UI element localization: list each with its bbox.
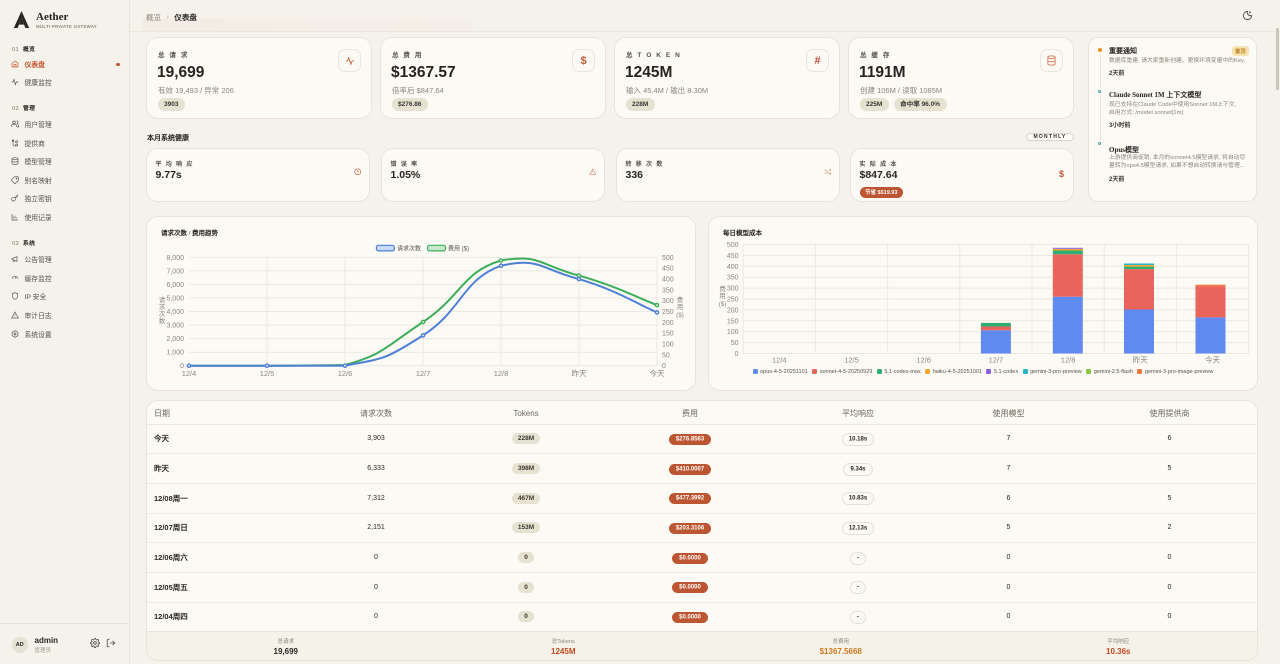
svg-text:4,000: 4,000 <box>166 309 184 316</box>
svg-text:100: 100 <box>727 329 739 336</box>
svg-text:请求次数: 请求次数 <box>397 245 421 253</box>
svg-text:7,000: 7,000 <box>166 268 184 275</box>
svg-text:1,000: 1,000 <box>166 350 184 357</box>
svg-text:300: 300 <box>727 286 739 293</box>
svg-text:150: 150 <box>727 318 739 325</box>
svg-text:100: 100 <box>662 342 674 349</box>
svg-text:12/5: 12/5 <box>844 355 859 364</box>
svg-text:费: 费 <box>677 295 683 304</box>
svg-text:用: 用 <box>677 303 683 311</box>
svg-text:250: 250 <box>727 297 739 304</box>
svg-text:8,000: 8,000 <box>166 255 184 262</box>
svg-text:5,000: 5,000 <box>166 296 184 303</box>
svg-text:($): ($) <box>676 312 684 319</box>
svg-text:0: 0 <box>662 363 666 370</box>
svg-text:今天: 今天 <box>1205 354 1221 364</box>
svg-text:0: 0 <box>735 351 739 358</box>
svg-text:350: 350 <box>727 275 739 282</box>
svg-text:200: 200 <box>662 320 674 327</box>
svg-text:450: 450 <box>727 253 739 260</box>
svg-text:6,000: 6,000 <box>166 282 184 289</box>
svg-text:400: 400 <box>727 264 739 271</box>
svg-text:0: 0 <box>180 363 184 370</box>
svg-text:350: 350 <box>662 287 674 294</box>
svg-text:今天: 今天 <box>650 368 665 378</box>
svg-text:3,000: 3,000 <box>166 323 184 330</box>
svg-text:请: 请 <box>159 295 166 304</box>
svg-text:12/8: 12/8 <box>494 369 509 378</box>
svg-text:200: 200 <box>727 307 739 314</box>
svg-text:次: 次 <box>159 309 166 318</box>
svg-text:12/6: 12/6 <box>916 355 931 364</box>
svg-text:12/5: 12/5 <box>260 369 275 378</box>
svg-text:费用 ($): 费用 ($) <box>448 245 469 253</box>
svg-text:250: 250 <box>662 309 674 316</box>
svg-text:用: 用 <box>719 292 725 300</box>
svg-text:150: 150 <box>662 331 674 338</box>
svg-text:500: 500 <box>662 255 674 262</box>
svg-text:12/7: 12/7 <box>416 369 431 378</box>
svg-text:12/7: 12/7 <box>989 355 1004 364</box>
svg-text:12/4: 12/4 <box>772 355 787 364</box>
svg-text:500: 500 <box>727 242 739 249</box>
svg-text:50: 50 <box>731 340 739 347</box>
svg-text:数: 数 <box>159 316 166 325</box>
svg-text:昨天: 昨天 <box>572 368 587 378</box>
svg-text:300: 300 <box>662 298 674 305</box>
svg-text:400: 400 <box>662 277 674 284</box>
svg-text:昨天: 昨天 <box>1133 354 1148 364</box>
svg-text:($): ($) <box>719 301 727 308</box>
svg-text:2,000: 2,000 <box>166 336 184 343</box>
svg-text:50: 50 <box>662 352 670 359</box>
svg-text:求: 求 <box>159 302 166 311</box>
svg-text:费: 费 <box>719 284 725 293</box>
svg-text:12/6: 12/6 <box>338 369 353 378</box>
svg-text:12/8: 12/8 <box>1061 355 1076 364</box>
svg-text:450: 450 <box>662 266 674 273</box>
svg-text:12/4: 12/4 <box>182 369 197 378</box>
